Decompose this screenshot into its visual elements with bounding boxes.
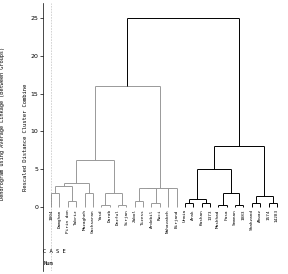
Text: Gachsaran: Gachsaran [91, 209, 95, 233]
Text: Sirjan: Sirjan [124, 209, 128, 225]
Text: Urmia: Urmia [183, 209, 187, 222]
Text: 1373: 1373 [208, 209, 212, 220]
Text: Num: Num [43, 261, 53, 266]
Text: 1004: 1004 [49, 209, 53, 220]
Text: Ruci: Ruci [158, 209, 162, 220]
Text: Birjand: Birjand [175, 209, 179, 228]
Text: Dezful: Dezful [116, 209, 120, 225]
Text: 14283: 14283 [275, 209, 279, 222]
Text: Ardebil: Ardebil [149, 209, 154, 228]
Text: Semnan: Semnan [233, 209, 237, 225]
Text: Pirin don: Pirin don [66, 209, 70, 233]
Text: Damghan: Damghan [58, 209, 61, 228]
Text: Arak: Arak [191, 209, 195, 220]
Text: C A S E: C A S E [43, 249, 66, 253]
Text: Yasd: Yasd [99, 209, 103, 220]
Text: Darab: Darab [108, 209, 112, 222]
Text: Tizess: Tizess [141, 209, 145, 225]
Y-axis label: Rescaled Distance Cluster Combine: Rescaled Distance Cluster Combine [23, 83, 28, 191]
Text: Nahavakeh: Nahavakeh [166, 209, 170, 233]
Text: Mazagheh: Mazagheh [83, 209, 87, 230]
Text: 1083: 1083 [241, 209, 245, 220]
Text: Dendrogram using Average Linkage (Between Groups): Dendrogram using Average Linkage (Betwee… [0, 47, 5, 200]
Text: Mashhad: Mashhad [216, 209, 220, 228]
Text: Kashan: Kashan [200, 209, 204, 225]
Text: 1574: 1574 [266, 209, 270, 220]
Text: Ahwaz: Ahwaz [258, 209, 262, 222]
Text: Zabol: Zabol [133, 209, 137, 222]
Text: Fasa: Fasa [225, 209, 229, 220]
Text: Tabriz: Tabriz [74, 209, 78, 225]
Text: Shahzand: Shahzand [250, 209, 254, 230]
